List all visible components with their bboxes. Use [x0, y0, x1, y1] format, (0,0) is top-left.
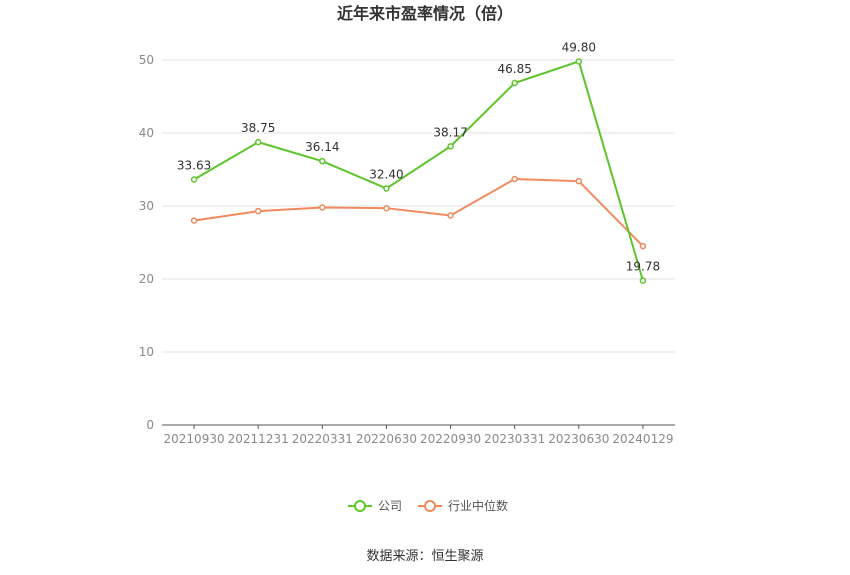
x-tick-label: 20220630 — [356, 432, 417, 446]
y-tick-label: 40 — [139, 126, 154, 140]
data-point[interactable] — [254, 207, 262, 215]
data-point[interactable] — [639, 242, 647, 250]
legend-marker-icon — [354, 500, 366, 512]
chart-title: 近年来市盈率情况（倍） — [337, 4, 513, 23]
data-label: 49.80 — [562, 40, 596, 54]
data-label: 36.14 — [305, 140, 339, 154]
data-point[interactable] — [254, 138, 262, 146]
data-label: 33.63 — [177, 159, 211, 173]
x-tick-label: 20240129 — [612, 432, 673, 446]
data-point[interactable] — [383, 185, 390, 192]
y-tick-label: 0 — [146, 418, 154, 432]
data-point[interactable] — [575, 177, 583, 185]
data-point[interactable] — [190, 176, 198, 183]
x-tick-label: 20211231 — [228, 432, 289, 446]
y-tick-label: 20 — [139, 272, 154, 286]
x-axis: 20210930 20211231 20220331 20220630 20220930… — [164, 425, 673, 446]
data-point[interactable] — [511, 79, 518, 87]
legend-item[interactable]: 行业中位数 — [418, 498, 508, 513]
data-label: 46.85 — [498, 62, 532, 76]
data-point[interactable] — [319, 157, 326, 165]
legend[interactable]: 公司 行业中位数 — [348, 498, 508, 513]
data-point[interactable] — [383, 204, 390, 212]
legend-item[interactable]: 公司 — [348, 499, 402, 513]
series-line — [193, 60, 644, 281]
data-label: 38.17 — [433, 125, 467, 139]
series-group: 33.63 38.75 36.14 32.40 38.17 46.85 49.80 19.78 — [177, 40, 660, 284]
x-tick-label: 20230630 — [548, 432, 609, 446]
data-point[interactable] — [190, 217, 198, 224]
data-label: 19.78 — [626, 260, 660, 274]
y-axis: 0 10 20 30 40 50 — [139, 53, 154, 432]
x-tick-label: 20230331 — [484, 432, 545, 446]
data-point[interactable] — [447, 143, 454, 150]
y-tick-label: 10 — [139, 345, 154, 359]
series-line — [193, 177, 644, 247]
data-point[interactable] — [447, 212, 454, 219]
x-tick-label: 20220331 — [292, 432, 353, 446]
legend-label: 行业中位数 — [448, 498, 508, 513]
y-tick-label: 50 — [139, 53, 154, 67]
source-note: 数据来源：恒生聚源 — [366, 549, 483, 564]
grid — [162, 59, 675, 353]
legend-marker-icon — [424, 500, 436, 512]
data-point[interactable] — [639, 277, 647, 284]
data-point[interactable] — [511, 175, 518, 183]
x-tick-label: 20220930 — [420, 432, 481, 446]
x-tick-label: 20210930 — [164, 432, 225, 446]
legend-label: 公司 — [378, 499, 402, 513]
data-point[interactable] — [575, 58, 583, 65]
y-tick-label: 30 — [139, 199, 154, 213]
data-point[interactable] — [319, 204, 326, 211]
data-label: 32.40 — [369, 167, 403, 181]
data-label: 38.75 — [241, 121, 275, 135]
